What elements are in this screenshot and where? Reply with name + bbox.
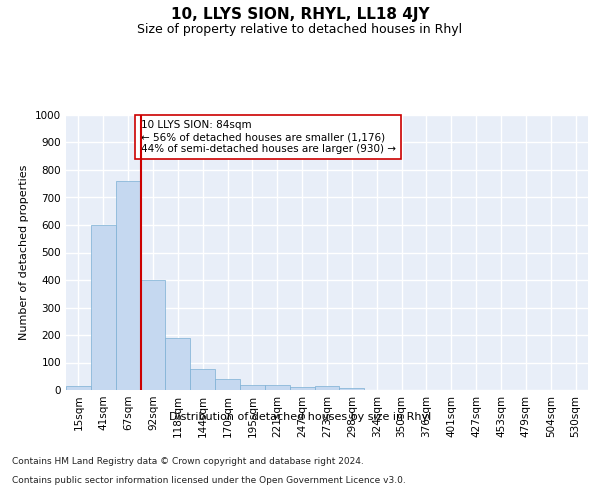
Text: 10, LLYS SION, RHYL, LL18 4JY: 10, LLYS SION, RHYL, LL18 4JY [170, 8, 430, 22]
Bar [91, 225, 116, 390]
Bar [66, 386, 91, 390]
Text: Contains public sector information licensed under the Open Government Licence v3: Contains public sector information licen… [12, 476, 406, 485]
Text: Contains HM Land Registry data © Crown copyright and database right 2024.: Contains HM Land Registry data © Crown c… [12, 458, 364, 466]
Bar [314, 386, 340, 390]
Bar [166, 338, 190, 390]
Bar [190, 370, 215, 390]
Bar [290, 386, 314, 390]
Text: Distribution of detached houses by size in Rhyl: Distribution of detached houses by size … [169, 412, 431, 422]
Bar [265, 386, 290, 390]
Bar [215, 379, 240, 390]
Bar [240, 385, 265, 390]
Text: Size of property relative to detached houses in Rhyl: Size of property relative to detached ho… [137, 22, 463, 36]
Bar [340, 388, 364, 390]
Bar [116, 181, 140, 390]
Y-axis label: Number of detached properties: Number of detached properties [19, 165, 29, 340]
Bar [140, 280, 166, 390]
Text: 10 LLYS SION: 84sqm
← 56% of detached houses are smaller (1,176)
44% of semi-det: 10 LLYS SION: 84sqm ← 56% of detached ho… [140, 120, 395, 154]
